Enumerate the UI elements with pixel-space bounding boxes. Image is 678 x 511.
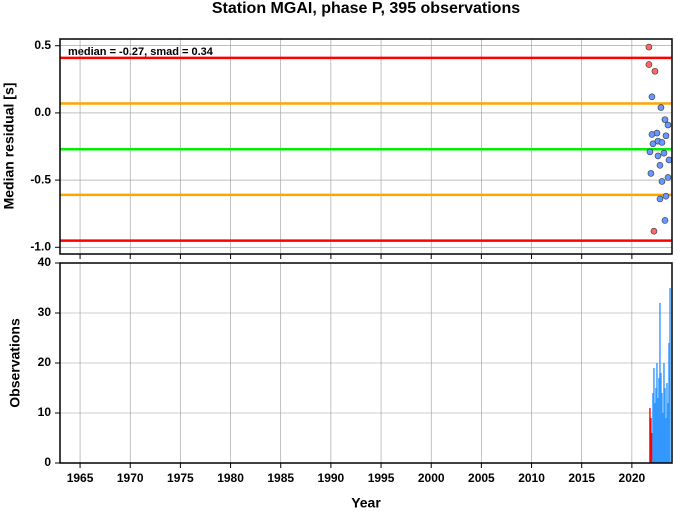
point: [649, 140, 657, 148]
y-tick-label: 0: [44, 455, 51, 469]
bar: [668, 343, 670, 463]
bar: [667, 403, 669, 463]
bar: [657, 398, 659, 463]
bar: [662, 413, 664, 463]
x-tick-label: 1995: [368, 471, 395, 485]
point: [658, 139, 666, 146]
bar: [650, 418, 652, 463]
point: [662, 132, 670, 140]
x-tick-label: 1975: [167, 471, 194, 485]
y-tick-label: 10: [38, 405, 52, 419]
x-tick-label: 1965: [67, 471, 94, 485]
x-tick-label: 2020: [619, 471, 646, 485]
annotation: median = -0.27, smad = 0.34: [68, 46, 214, 58]
point: [646, 148, 654, 156]
bar: [660, 373, 662, 463]
bar: [666, 383, 668, 463]
x-tick-label: 1970: [117, 471, 144, 485]
point: [658, 178, 666, 185]
point: [662, 192, 670, 200]
point: [654, 152, 662, 160]
point: [664, 121, 672, 129]
chart-title: Station MGAI, phase P, 395 observations: [212, 0, 520, 17]
x-tick-label: 2005: [468, 471, 495, 485]
bar: [661, 393, 663, 463]
bar: [652, 393, 654, 463]
bar: [651, 433, 653, 463]
point: [648, 131, 656, 138]
bar: [656, 363, 658, 463]
bar: [664, 388, 666, 463]
bar: [659, 303, 661, 463]
y-tick-label: 20: [38, 355, 52, 369]
y-tick-label: -0.5: [30, 172, 51, 186]
bar: [653, 368, 655, 463]
point: [647, 170, 655, 177]
point: [661, 217, 669, 224]
point: [660, 149, 668, 157]
plot-frame: [59, 38, 673, 255]
x-tick-label: 1985: [267, 471, 294, 485]
bar: [663, 363, 665, 463]
y-axis-label: Observations: [7, 318, 23, 408]
point: [645, 43, 653, 51]
plot-frame: [59, 262, 673, 464]
y-tick-label: -1.0: [30, 239, 51, 253]
x-tick-label: 1980: [217, 471, 244, 485]
y-tick-label: 0.5: [34, 38, 51, 52]
y-tick-label: 30: [38, 305, 52, 319]
point: [651, 67, 659, 75]
bar: [669, 288, 671, 463]
y-axis-label: Median residual [s]: [1, 83, 17, 210]
y-tick-label: 0.0: [34, 105, 51, 119]
point: [650, 227, 658, 235]
x-tick-label: 2000: [418, 471, 445, 485]
x-axis-label: Year: [351, 495, 381, 511]
x-tick-label: 1990: [318, 471, 345, 485]
bar: [658, 378, 660, 463]
bar: [654, 403, 656, 463]
point: [664, 174, 672, 181]
point: [656, 195, 664, 203]
point: [665, 156, 673, 164]
bar: [665, 418, 667, 463]
bar: [655, 388, 657, 463]
point: [648, 93, 656, 101]
x-tick-label: 2015: [568, 471, 595, 485]
x-tick-label: 2010: [518, 471, 545, 485]
point: [661, 116, 669, 123]
point: [645, 61, 653, 68]
bar: [649, 408, 651, 463]
y-tick-label: 40: [38, 255, 52, 269]
point: [657, 104, 665, 111]
point: [656, 162, 664, 169]
